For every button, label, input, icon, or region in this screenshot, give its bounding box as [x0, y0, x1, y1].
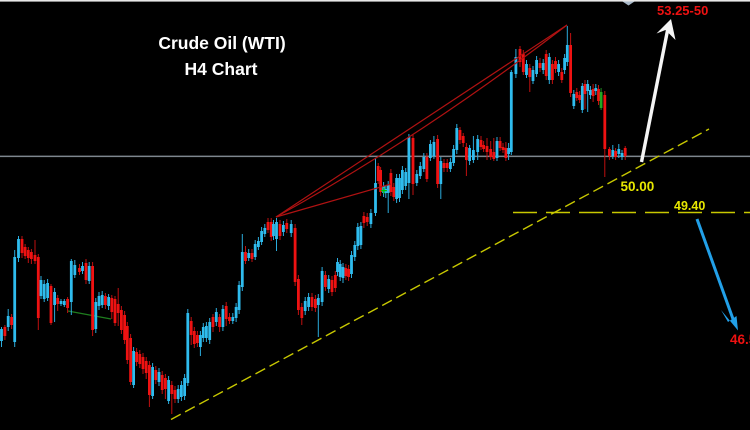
- svg-text:46.50: 46.50: [730, 332, 750, 347]
- svg-text:Crude Oil (WTI): Crude Oil (WTI): [158, 33, 285, 53]
- svg-text:50.00: 50.00: [621, 179, 655, 194]
- svg-text:53.25-50: 53.25-50: [657, 3, 708, 18]
- svg-text:49.40: 49.40: [674, 199, 705, 213]
- svg-text:H4 Chart: H4 Chart: [185, 59, 258, 79]
